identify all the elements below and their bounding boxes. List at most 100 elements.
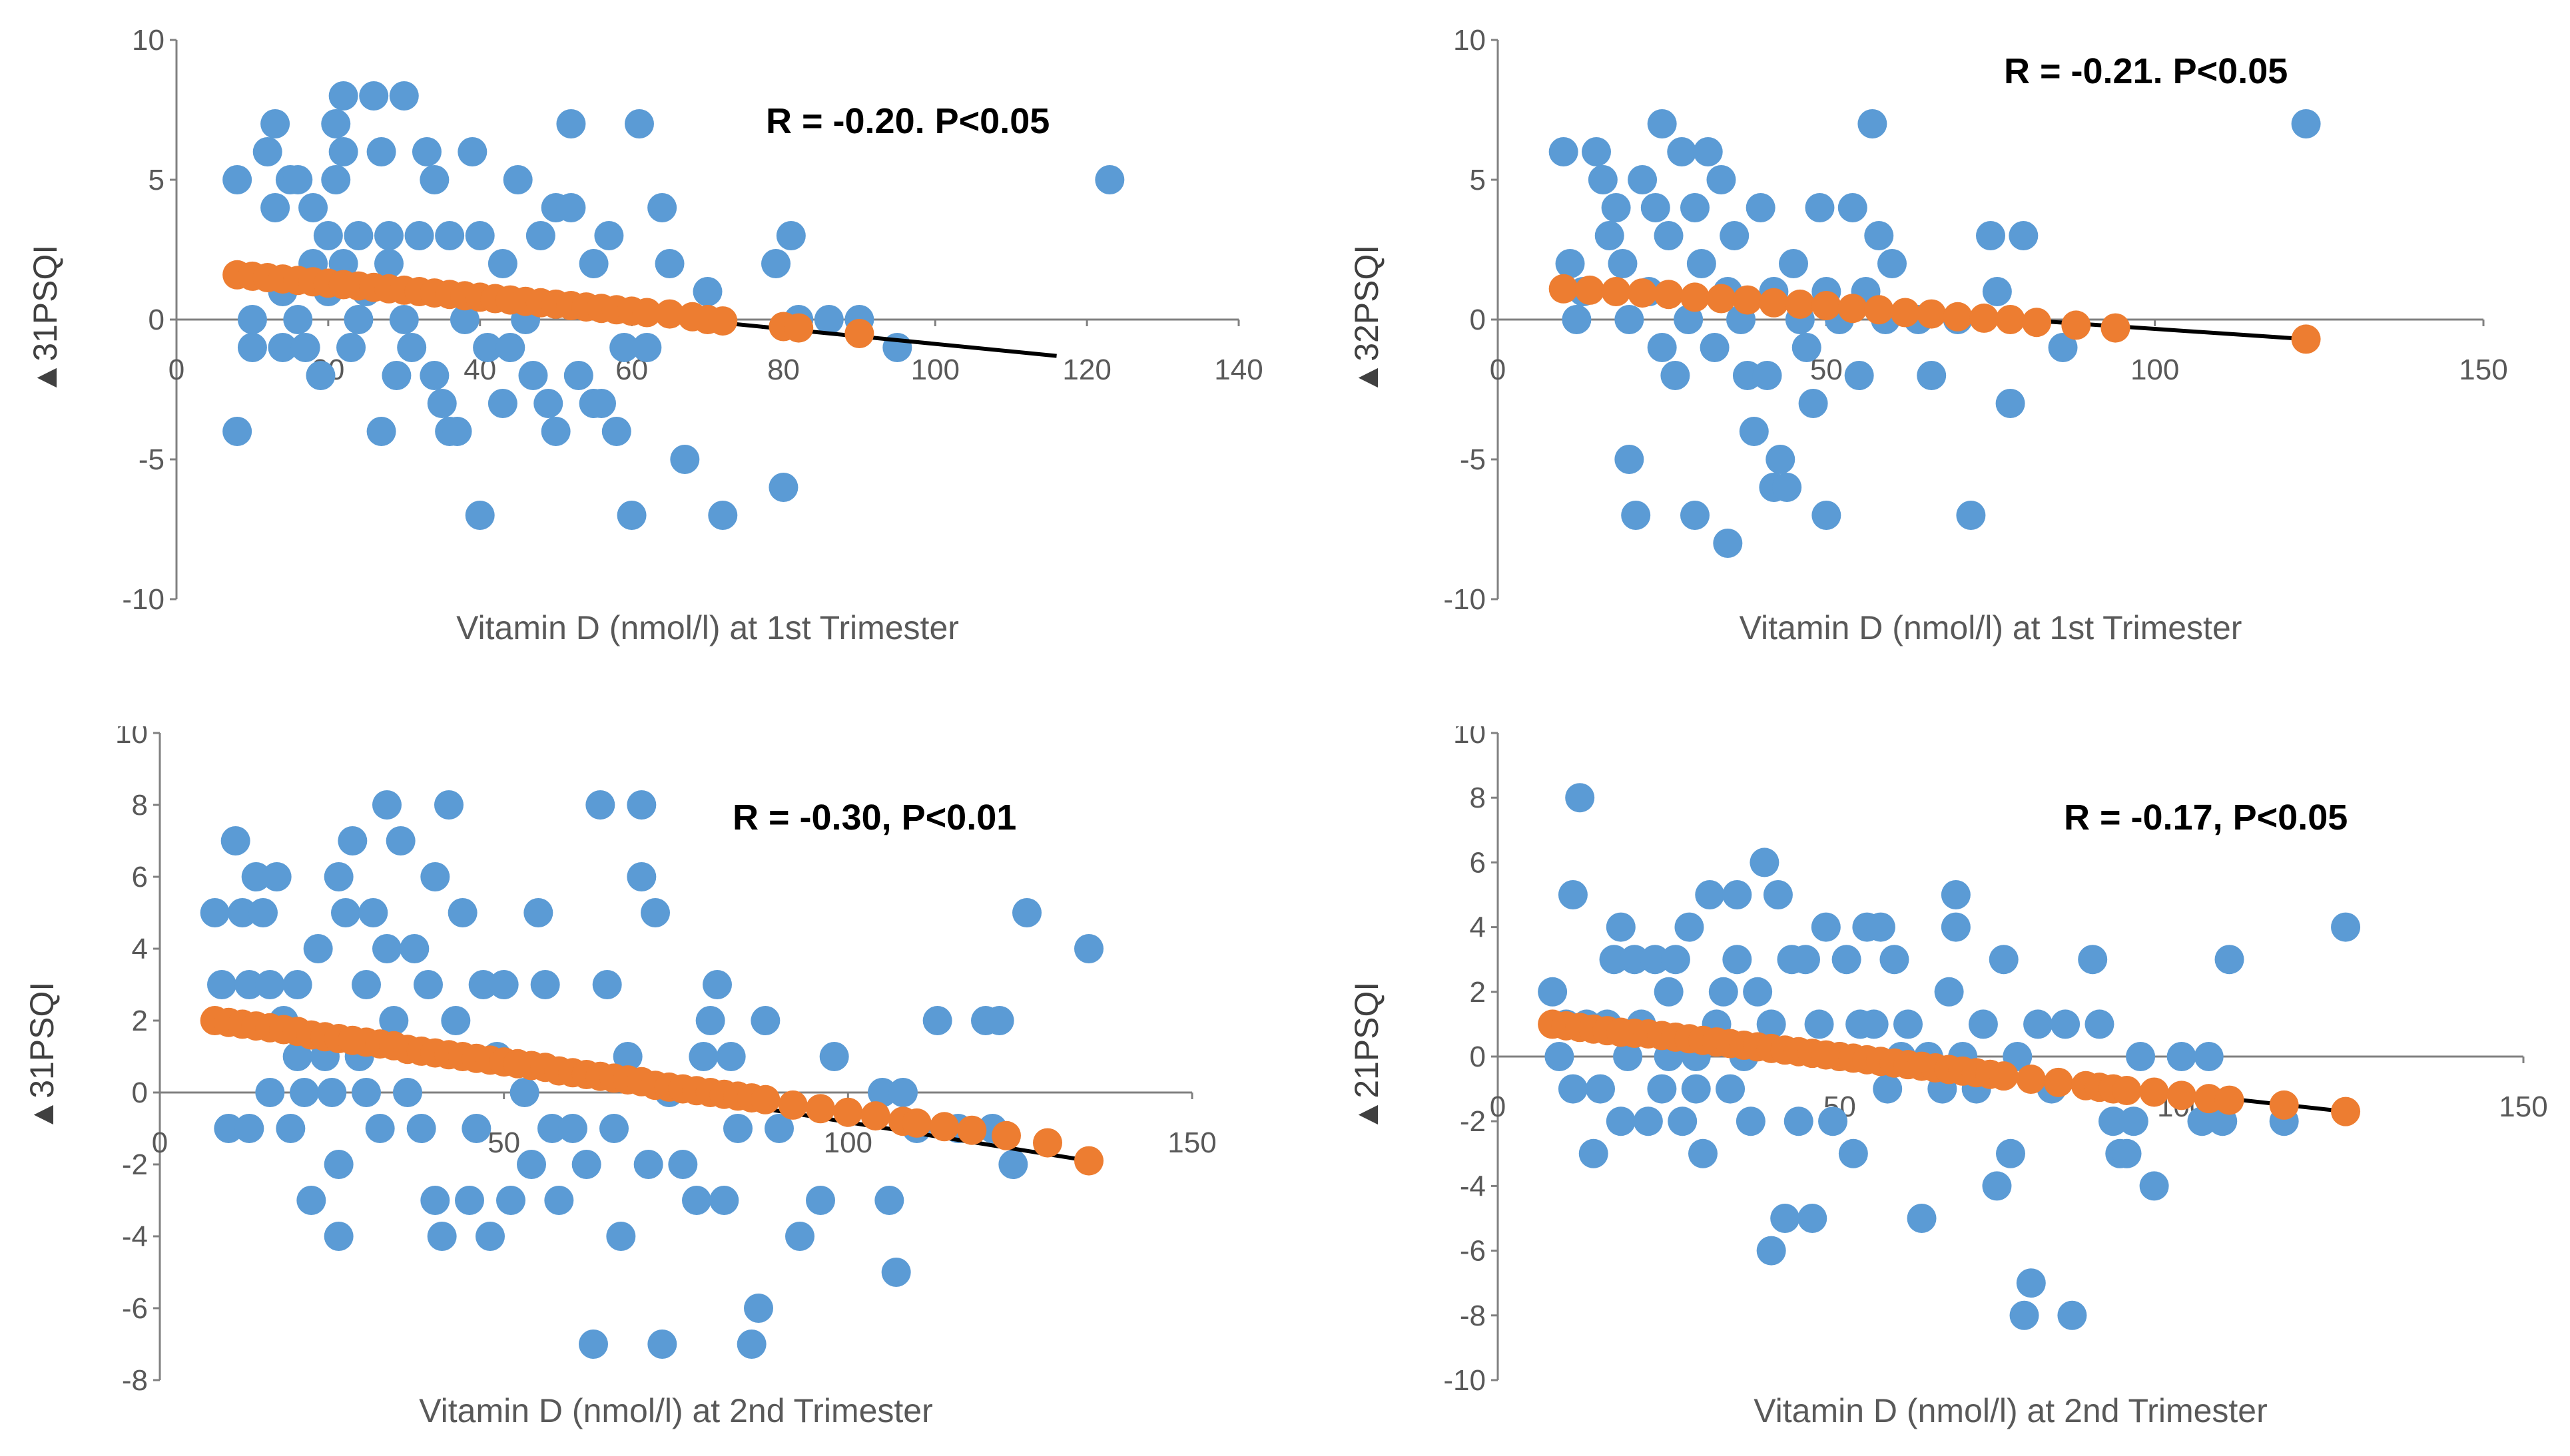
observed-point <box>1688 1138 1718 1168</box>
observed-point <box>268 333 298 362</box>
observed-point <box>1548 137 1578 166</box>
observed-point <box>1743 977 1773 1007</box>
observed-point <box>487 249 517 278</box>
observed-point <box>237 305 267 334</box>
observed-point <box>1562 305 1592 334</box>
predicted-point <box>2061 310 2091 340</box>
observed-point <box>1654 977 1684 1007</box>
observed-point <box>393 1078 422 1107</box>
observed-point <box>473 333 503 362</box>
observed-point <box>427 389 457 418</box>
observed-point <box>613 1042 643 1071</box>
observed-point <box>1633 1106 1663 1136</box>
observed-point <box>769 473 799 502</box>
y-tick-label: 10 <box>132 24 164 57</box>
observed-point <box>998 1150 1028 1179</box>
observed-point <box>881 1258 911 1287</box>
observed-point <box>1614 305 1644 334</box>
observed-point <box>1934 977 1964 1007</box>
predicted-point <box>1943 302 1973 332</box>
observed-point <box>1608 249 1638 278</box>
chart-panel-2: -10 -5 0 5 10 0 50 100 150 R = -0.21. P<0.05 Vitam… <box>1285 0 2570 726</box>
y-tick-label: -10 <box>122 583 164 616</box>
observed-point <box>352 1078 381 1107</box>
predicted-point <box>1033 1128 1062 1158</box>
predicted-point <box>1837 294 1867 324</box>
observed-point <box>237 333 267 362</box>
y-tick-label: 4 <box>132 933 148 965</box>
predicted-point <box>1917 299 1947 329</box>
y-tick-label: -6 <box>1460 1235 1486 1268</box>
predicted-point <box>2269 1090 2299 1120</box>
observed-point <box>1012 898 1042 927</box>
observed-point <box>1686 249 1716 278</box>
y-tick-label: 0 <box>1470 1041 1486 1073</box>
x-tick-label: 150 <box>1167 1126 1216 1159</box>
observed-point <box>1722 880 1752 909</box>
observed-point <box>252 137 282 166</box>
observed-point <box>1538 977 1568 1007</box>
y-tick-label: -10 <box>1443 583 1486 616</box>
y-tick-label: 0 <box>1470 304 1486 336</box>
observed-point <box>389 81 419 111</box>
observed-point <box>420 165 450 194</box>
observed-point <box>1844 361 1874 390</box>
observed-point <box>2194 1042 2224 1071</box>
observed-point <box>1838 1138 1868 1168</box>
observed-point <box>523 898 553 927</box>
observed-point <box>1601 193 1631 222</box>
observed-point <box>2139 1171 2169 1201</box>
predicted-point <box>655 299 685 329</box>
observed-point <box>1588 165 1618 194</box>
predicted-point <box>2214 1085 2244 1115</box>
observed-point <box>1680 193 1710 222</box>
observed-point <box>2098 1106 2128 1136</box>
observed-point <box>306 361 336 390</box>
observed-point <box>321 109 351 138</box>
y-tick-label: 5 <box>1470 164 1486 196</box>
observed-point <box>537 1114 567 1143</box>
observed-point <box>1864 221 1894 250</box>
observed-point <box>222 165 252 194</box>
observed-point <box>1668 1106 1698 1136</box>
y-tick-label: -2 <box>1460 1105 1486 1138</box>
observed-point <box>592 970 622 999</box>
predicted-point <box>930 1112 959 1142</box>
observed-point <box>558 1114 587 1143</box>
correlation-annotation: R = -0.20. P<0.05 <box>766 101 1050 141</box>
observed-point <box>282 970 312 999</box>
observed-point <box>533 389 563 418</box>
observed-point <box>283 305 313 334</box>
observed-point <box>468 970 498 999</box>
observed-point <box>427 1222 457 1251</box>
observed-point <box>465 221 495 250</box>
observed-point <box>406 1114 436 1143</box>
observed-point <box>465 501 495 530</box>
observed-point <box>571 1150 601 1179</box>
observed-point <box>744 1294 773 1323</box>
observed-point <box>1736 1106 1766 1136</box>
observed-point <box>1681 1074 1711 1104</box>
predicted-point <box>632 298 662 328</box>
observed-point <box>1667 137 1697 166</box>
predicted-point <box>806 1094 835 1124</box>
observed-point <box>1752 361 1782 390</box>
observed-point <box>2009 1300 2039 1330</box>
observed-point <box>1647 1074 1677 1104</box>
predicted-point <box>860 1101 890 1131</box>
observed-point <box>248 898 278 927</box>
observed-point <box>693 277 723 306</box>
observed-point <box>282 1042 312 1071</box>
y-tick-label: -2 <box>122 1148 148 1181</box>
observed-point <box>689 1042 719 1071</box>
correlation-annotation: R = -0.30, P<0.01 <box>733 798 1016 838</box>
observed-point <box>260 193 290 222</box>
observed-point <box>397 333 427 362</box>
predicted-point <box>1811 291 1841 320</box>
observed-point <box>400 934 430 963</box>
observed-point <box>234 970 264 999</box>
observed-point <box>518 361 548 390</box>
predicted-point <box>2139 1077 2169 1107</box>
observed-point <box>324 1222 354 1251</box>
observed-point <box>290 333 320 362</box>
